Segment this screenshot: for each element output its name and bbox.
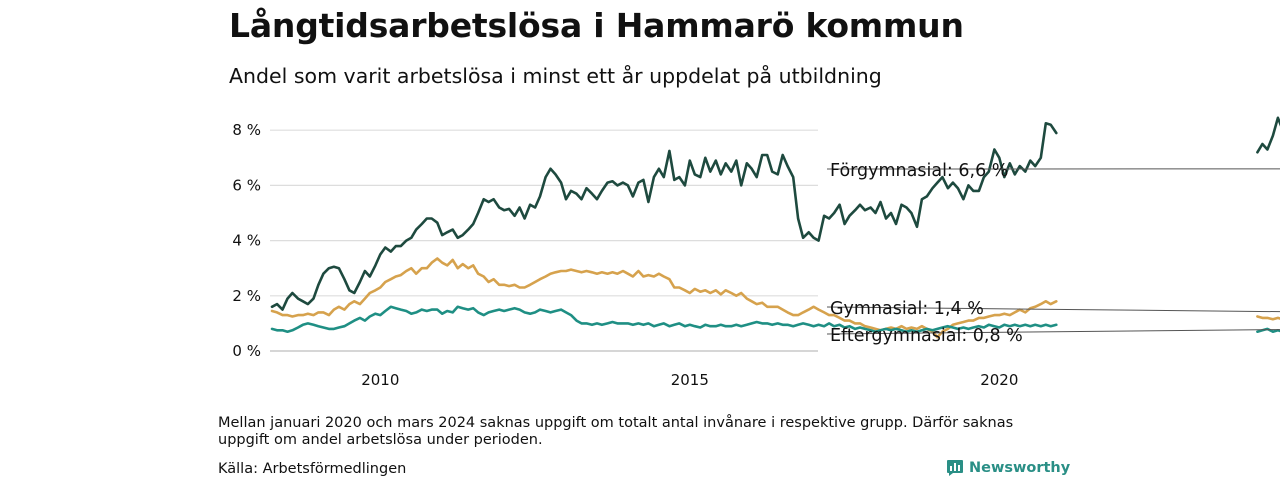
chart-subtitle: Andel som varit arbetslösa i minst ett å… <box>229 64 882 88</box>
brand: Newsworthy <box>946 458 1070 478</box>
x-tick-label: 2010 <box>361 371 399 389</box>
x-tick-label: 2020 <box>980 371 1018 389</box>
label-connector <box>826 329 1280 335</box>
series-lines <box>270 116 1280 339</box>
y-tick-label: 4 % <box>232 232 261 250</box>
y-tick-label: 0 % <box>232 342 261 360</box>
series-line-gymnasial <box>1256 315 1280 321</box>
gridlines <box>270 129 818 352</box>
label-connector <box>826 306 1280 313</box>
y-tick-label: 6 % <box>232 176 261 194</box>
footnote: Mellan januari 2020 och mars 2024 saknas… <box>218 415 1014 448</box>
end-label-förgymnasial: Förgymnasial: 6,6 % <box>830 161 1008 181</box>
brand-name: Newsworthy <box>969 460 1071 476</box>
y-tick-label: 8 % <box>232 121 261 139</box>
source-note: Källa: Arbetsförmedlingen <box>218 461 407 477</box>
series-end-labels: Förgymnasial: 6,6 % Gymnasial: 1,4 % Efter… <box>826 161 1280 346</box>
x-tick-label: 2015 <box>671 371 709 389</box>
newsworthy-logo-icon <box>947 460 963 476</box>
series-line-gymnasial <box>270 257 1058 339</box>
chart-title: Långtidsarbetslösa i Hammarö kommun <box>229 6 964 45</box>
y-tick-label: 2 % <box>232 287 261 305</box>
end-label-gymnasial: Gymnasial: 1,4 % <box>830 299 984 319</box>
series-line-förgymnasial <box>1256 116 1280 154</box>
series-line-eftergymnasial <box>1256 327 1280 333</box>
line-chart: 0 %2 %4 %6 %8 % 201020152020aug 2025 För… <box>232 116 1280 389</box>
series-line-eftergymnasial <box>270 305 1058 333</box>
end-label-eftergymnasial: Eftergymnasial: 0,8 % <box>830 326 1023 346</box>
y-axis-ticks: 0 % 2 % 4 % 6 % 8 % <box>232 121 261 360</box>
series-line-förgymnasial <box>270 122 1058 311</box>
x-axis-ticks: 201020152020aug 2025 <box>361 371 1018 389</box>
